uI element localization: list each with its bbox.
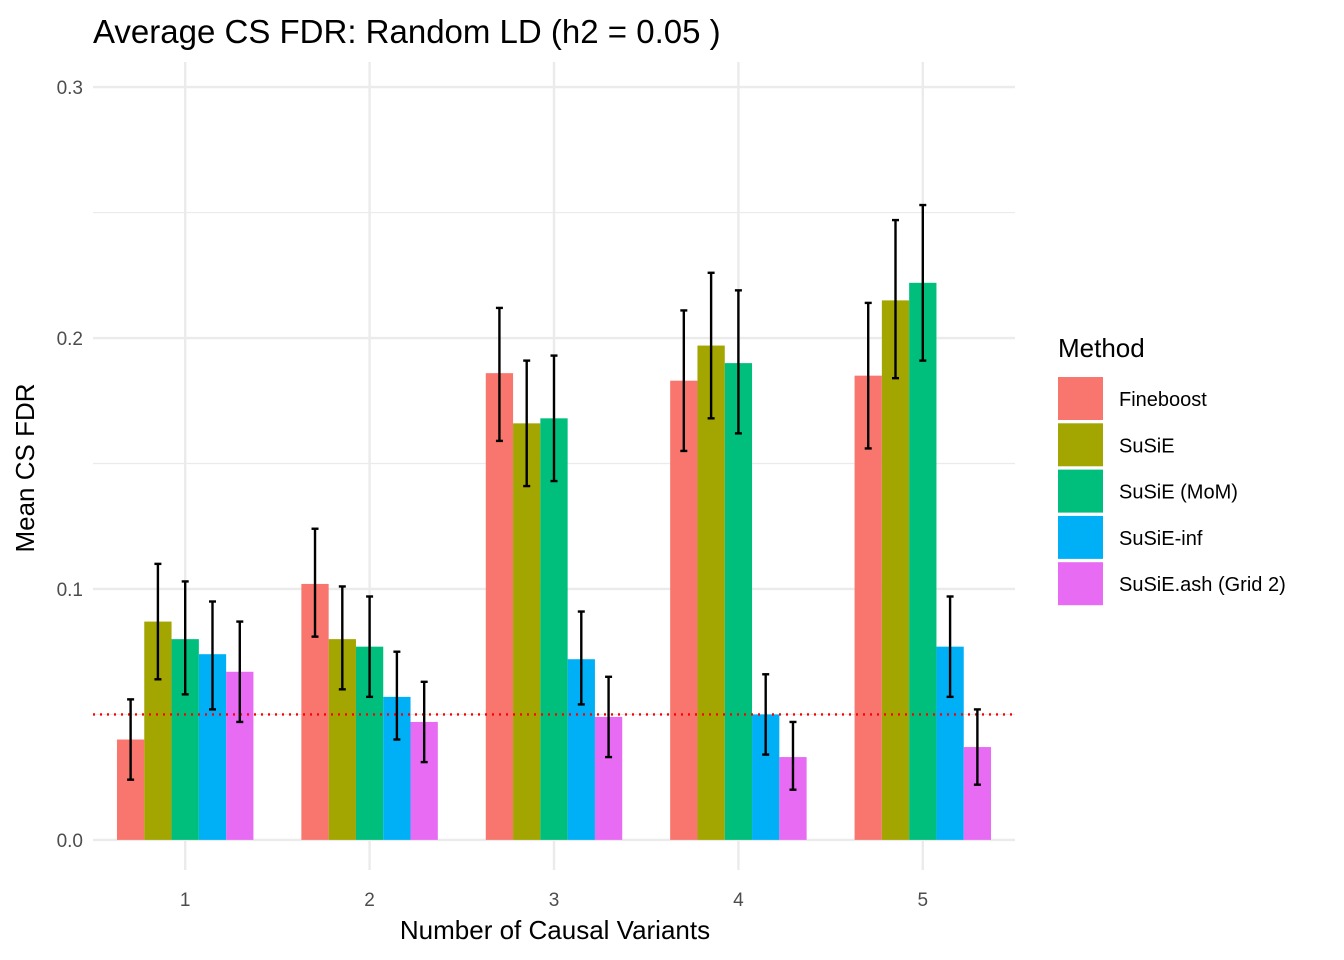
bar [854, 375, 882, 840]
legend-label: Fineboost [1119, 389, 1207, 411]
error-bars [127, 203, 981, 791]
bar [724, 363, 753, 840]
x-tick-label: 5 [918, 890, 929, 911]
chart-title: Average CS FDR: Random LD (h2 = 0.05 ) [93, 13, 721, 50]
x-axis-title: Number of Causal Variants [400, 915, 710, 945]
bar [881, 300, 910, 840]
x-tick-label: 1 [180, 890, 191, 911]
y-tick-label: 0.0 [57, 831, 83, 852]
bar [513, 423, 541, 840]
x-tick-label: 3 [549, 890, 560, 911]
legend-swatch [1058, 562, 1103, 606]
legend-label: SuSiE-inf [1119, 528, 1203, 550]
y-tick-label: 0.2 [57, 329, 83, 350]
y-axis-title: Mean CS FDR [10, 383, 40, 552]
x-tick-label: 2 [364, 890, 375, 911]
legend-swatch [1058, 515, 1103, 559]
bar [670, 380, 698, 840]
x-axis-ticks: 1 2 3 4 5 [180, 890, 928, 911]
legend-swatch [1058, 377, 1103, 420]
bars [116, 282, 992, 840]
y-tick-label: 0.1 [57, 580, 83, 601]
x-tick-label: 4 [733, 890, 744, 911]
legend-swatch [1058, 423, 1103, 467]
legend-label: SuSiE (MoM) [1119, 482, 1238, 504]
legend-swatch [1058, 469, 1103, 513]
legend-label: SuSiE [1119, 435, 1175, 457]
y-axis-ticks: 0.0 0.1 0.2 0.3 [57, 78, 83, 852]
bar [540, 418, 568, 840]
legend-label: SuSiE.ash (Grid 2) [1119, 574, 1286, 596]
y-tick-label: 0.3 [57, 78, 83, 99]
bar [909, 282, 937, 840]
legend-title: Method [1058, 333, 1145, 363]
legend: Method Fineboost SuSiE SuSiE (MoM) SuSiE-in… [1058, 333, 1286, 606]
bar [697, 345, 725, 840]
bar [485, 373, 514, 840]
